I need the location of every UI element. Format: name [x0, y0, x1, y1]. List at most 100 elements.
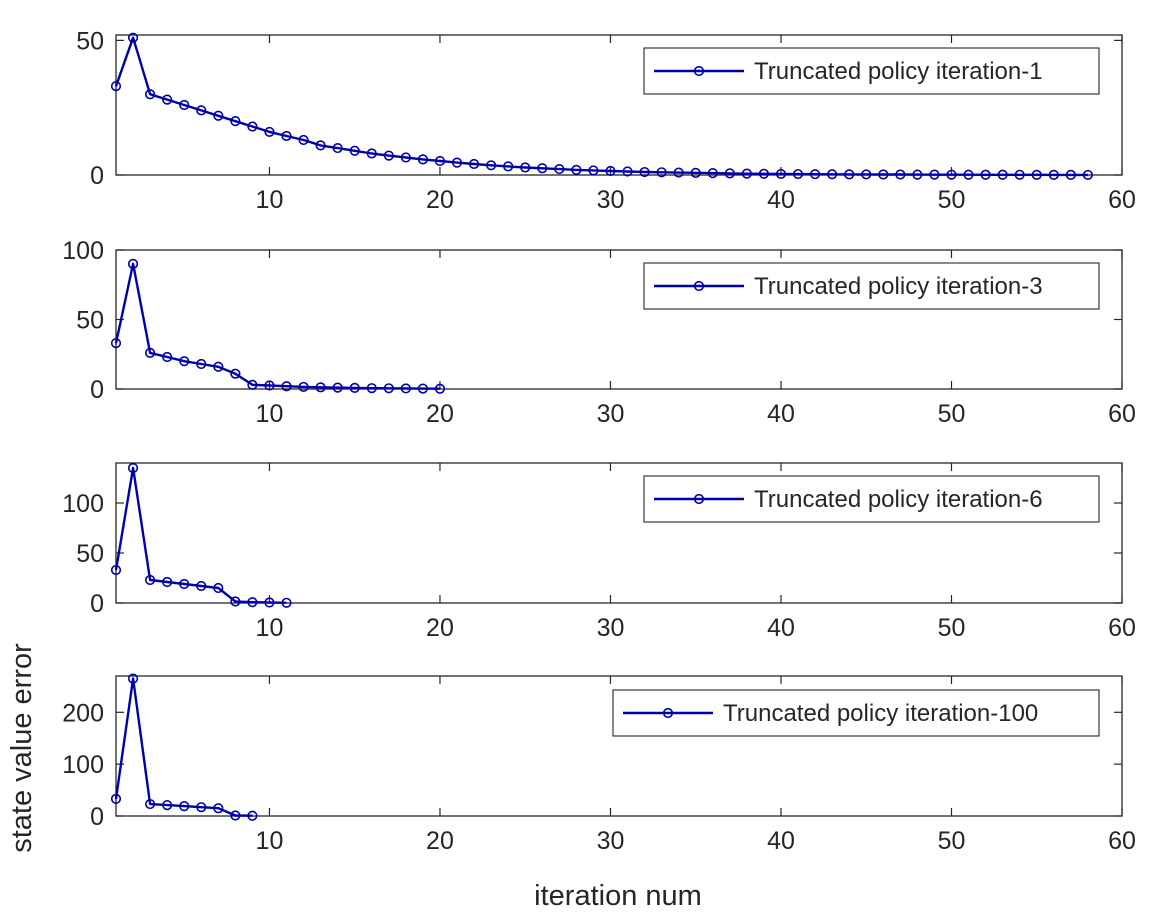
data-point	[230, 810, 241, 821]
x-tick-label: 20	[426, 614, 454, 642]
y-tick-label: 0	[90, 376, 104, 404]
x-tick-label: 30	[597, 614, 625, 642]
data-point	[1014, 169, 1025, 180]
subplot-panels: 10 20 30 40 50 60 0 50 Truncated policy iteratio…	[62, 27, 1136, 855]
data-point	[281, 597, 292, 608]
data-point	[349, 382, 360, 393]
data-point	[264, 380, 275, 391]
x-tick-label: 30	[597, 400, 625, 428]
data-point	[298, 381, 309, 393]
legend-label: Truncated policy iteration-6	[754, 486, 1043, 513]
data-point	[247, 121, 258, 132]
data-point	[281, 130, 292, 142]
subplot-1: 10 20 30 40 50 60 0 50 Truncated policy iteratio…	[76, 27, 1136, 214]
y-tick-label: 200	[62, 699, 104, 727]
data-point	[554, 163, 565, 175]
data-point	[980, 169, 991, 180]
y-tick-label: 0	[90, 162, 104, 190]
data-point	[110, 793, 122, 804]
data-point	[946, 169, 957, 180]
legend-label: Truncated policy iteration-100	[723, 700, 1038, 727]
x-tick-label: 50	[938, 827, 966, 855]
x-tick-label: 60	[1108, 400, 1136, 428]
data-point	[230, 596, 241, 607]
data-point	[110, 564, 122, 576]
x-tick-label: 10	[256, 186, 284, 214]
data-point	[298, 134, 309, 146]
data-point	[827, 169, 838, 180]
data-point	[196, 105, 207, 116]
data-point	[792, 168, 804, 180]
legend-marker	[693, 65, 705, 77]
data-point	[588, 165, 599, 176]
x-tick-label: 10	[256, 614, 284, 642]
series-line	[114, 466, 287, 604]
legend: Truncated policy iteration-3	[643, 262, 1100, 310]
data-point	[145, 347, 156, 358]
data-point	[213, 110, 224, 121]
data-point	[264, 597, 275, 608]
data-point	[230, 116, 241, 127]
legend-box	[612, 689, 1100, 737]
legend: Truncated policy iteration-1	[643, 47, 1100, 95]
data-point	[332, 142, 343, 154]
data-point	[1048, 169, 1059, 180]
data-point	[400, 152, 411, 163]
data-point	[196, 358, 207, 370]
data-point	[145, 798, 156, 810]
data-point	[366, 148, 377, 159]
data-point	[315, 140, 326, 151]
data-point	[417, 154, 429, 165]
data-point	[145, 89, 156, 100]
data-point	[758, 168, 770, 179]
x-tick-label: 30	[597, 827, 625, 855]
data-point	[451, 157, 463, 168]
data-point	[179, 578, 190, 590]
legend-label: Truncated policy iteration-3	[754, 273, 1043, 300]
data-point	[639, 166, 650, 178]
y-tick-label: 100	[62, 751, 104, 779]
x-tick-label: 30	[597, 186, 625, 214]
x-tick-label: 60	[1108, 827, 1136, 855]
data-point	[690, 167, 701, 178]
data-point	[844, 169, 855, 180]
x-tick-label: 60	[1108, 614, 1136, 642]
data-point	[162, 576, 173, 588]
data-point	[281, 381, 292, 392]
data-point	[213, 582, 224, 594]
data-point	[656, 167, 667, 178]
legend-marker	[662, 707, 674, 719]
x-tick-label: 20	[426, 186, 454, 214]
subplot-3: 10 20 30 40 50 60 0 50 100 Truncated policy itera…	[62, 462, 1136, 642]
data-point	[179, 801, 190, 812]
x-tick-label: 10	[256, 400, 284, 428]
y-tick-label: 100	[62, 490, 104, 518]
x-tick-label: 40	[767, 827, 795, 855]
data-point	[145, 574, 156, 586]
legend-label: Truncated policy iteration-1	[754, 58, 1043, 85]
data-point	[895, 169, 906, 180]
data-point	[179, 356, 190, 367]
data-point	[264, 126, 275, 138]
y-tick-label: 0	[90, 590, 104, 618]
data-point	[929, 169, 940, 180]
x-tick-label: 20	[426, 827, 454, 855]
data-point	[349, 145, 360, 156]
x-tick-label: 40	[767, 186, 795, 214]
data-point	[162, 800, 173, 811]
data-point	[1065, 169, 1076, 180]
data-point	[332, 382, 343, 393]
data-point	[383, 150, 394, 161]
data-point	[247, 597, 258, 608]
x-tick-label: 50	[938, 400, 966, 428]
data-point	[213, 803, 224, 814]
x-axis-label: iteration num	[534, 880, 702, 912]
series-line	[114, 262, 441, 390]
data-point	[127, 32, 139, 43]
data-point	[196, 580, 207, 592]
data-point	[383, 383, 394, 394]
y-tick-label: 50	[76, 27, 104, 55]
data-point	[179, 99, 190, 111]
y-tick-label: 50	[76, 540, 104, 568]
